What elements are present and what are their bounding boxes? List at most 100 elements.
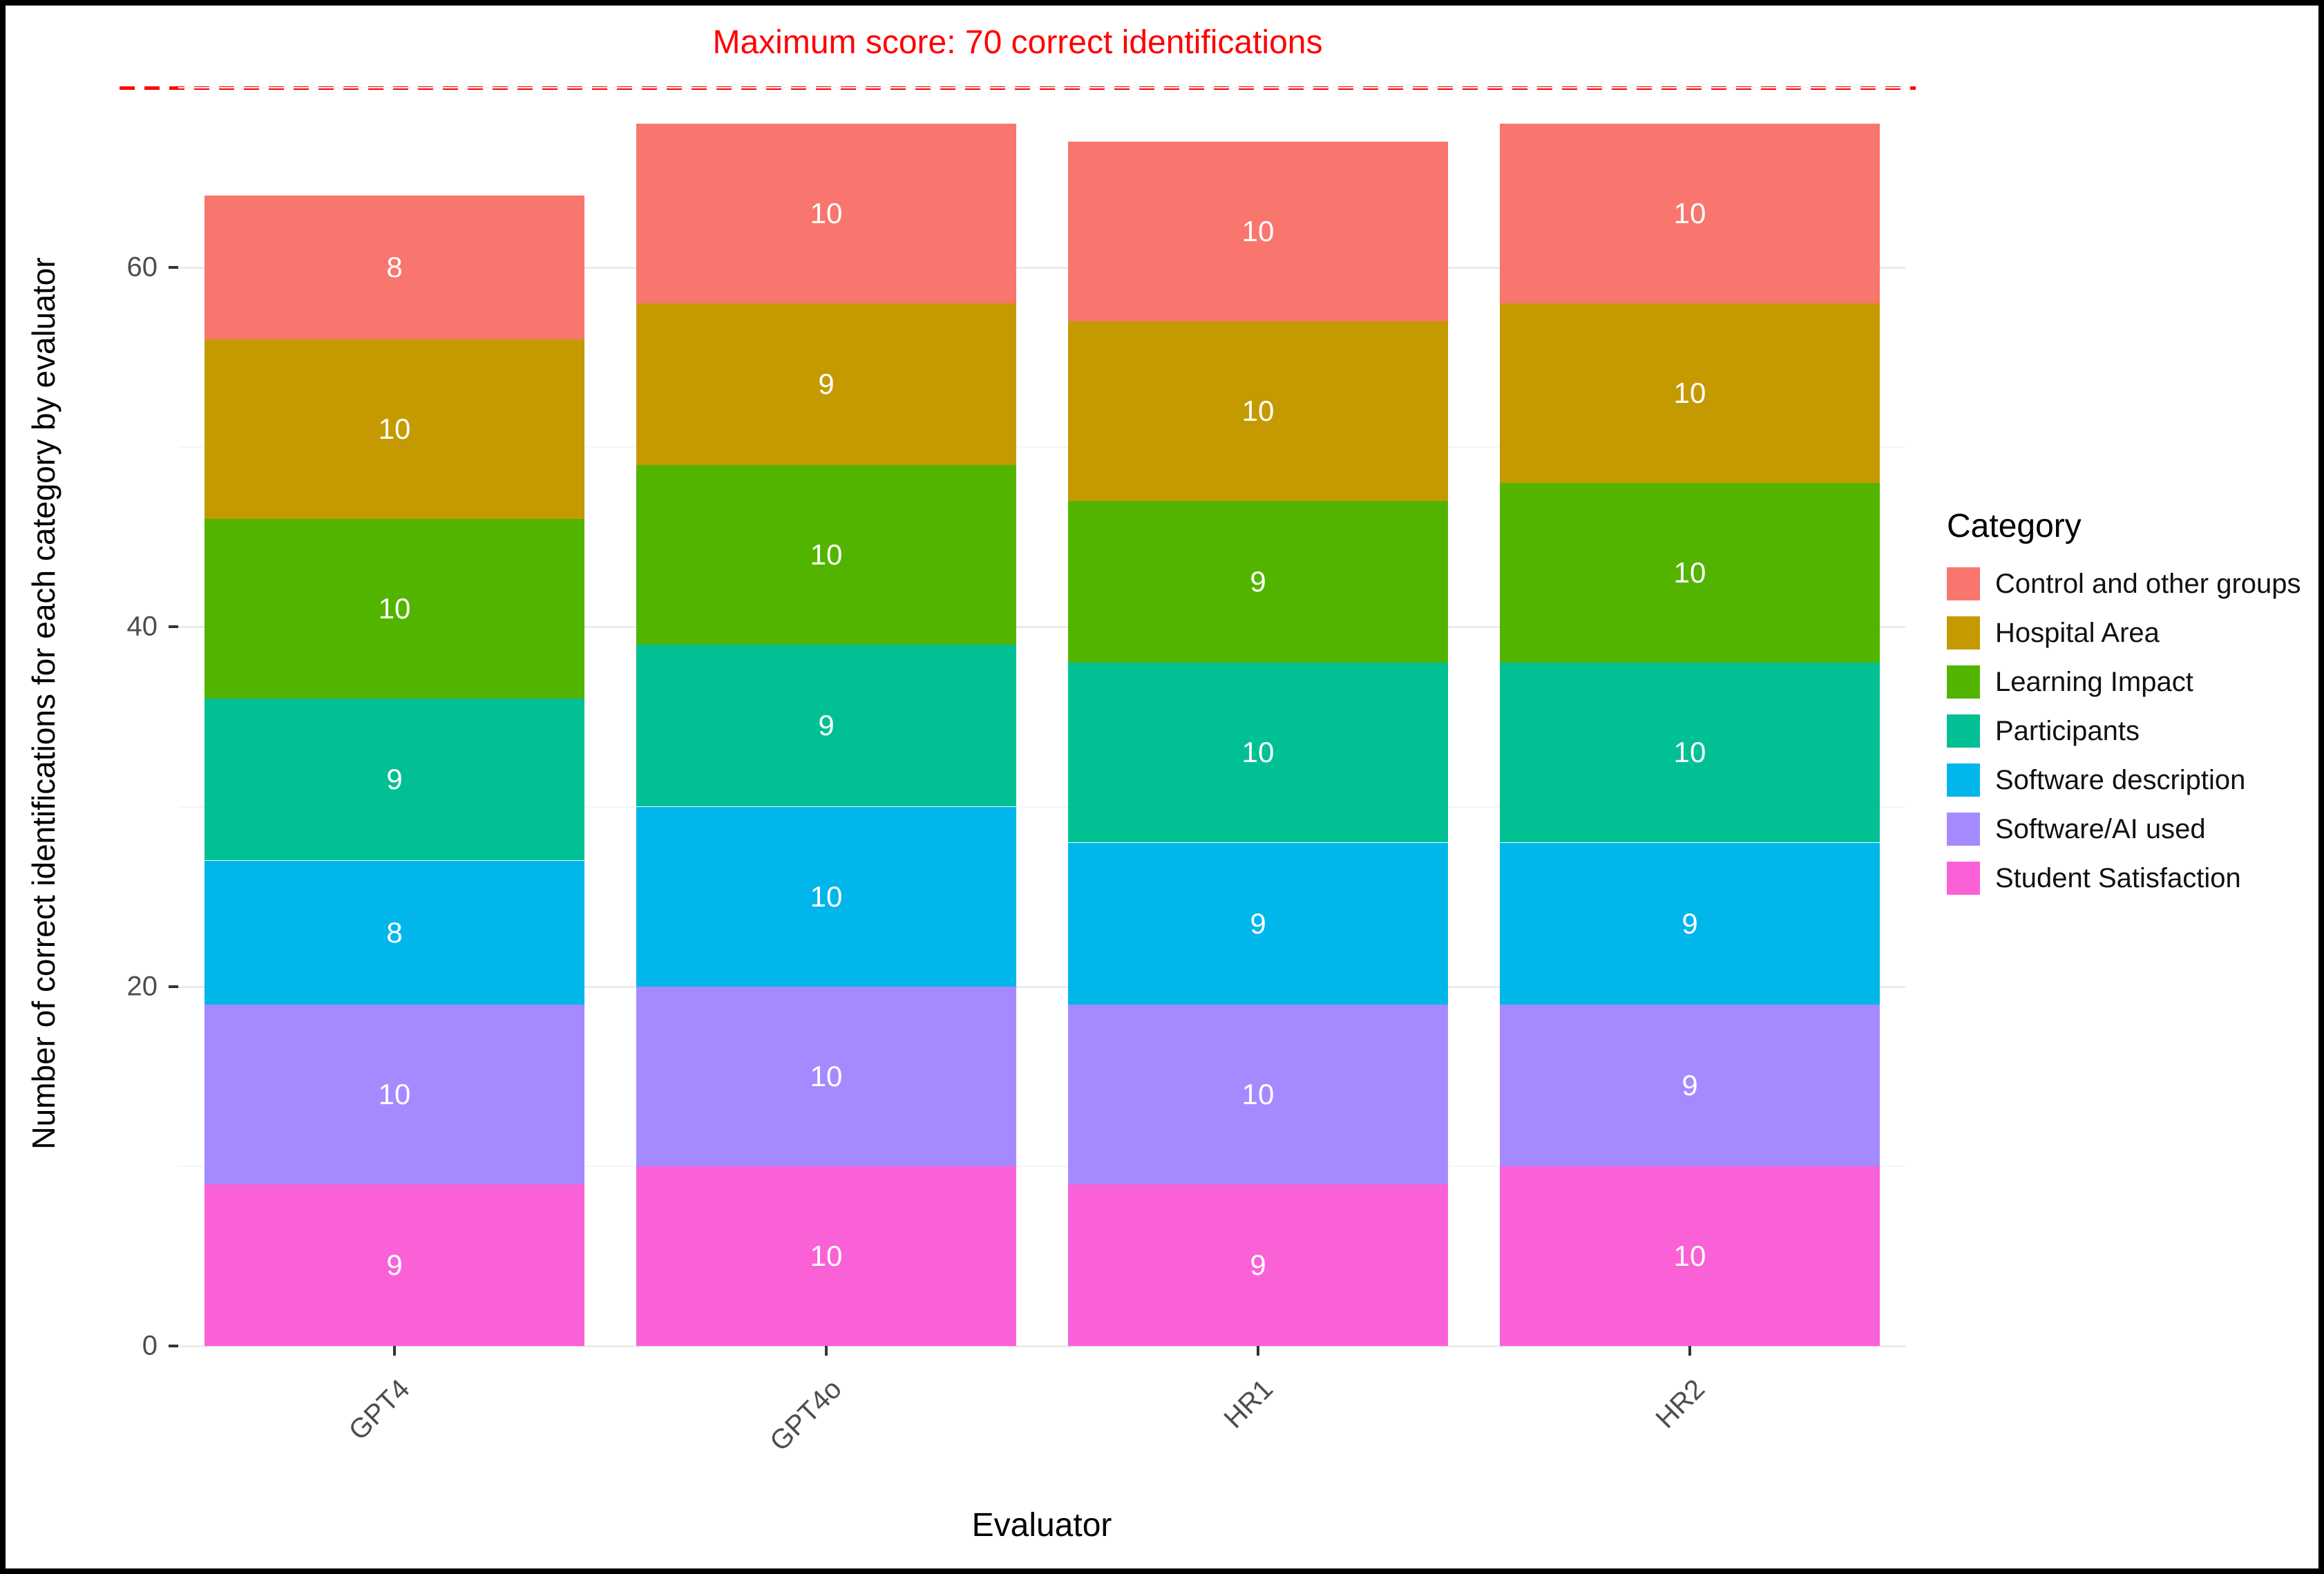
bar-segment-value: 10 bbox=[1241, 215, 1275, 247]
y-tick-label: 20 bbox=[126, 971, 158, 1002]
bar-segment-value: 9 bbox=[1250, 907, 1266, 940]
gridline bbox=[178, 267, 1905, 269]
bar-segment: 9 bbox=[1068, 843, 1448, 1005]
bar-segment: 10 bbox=[1500, 483, 1880, 663]
y-tick-mark bbox=[169, 625, 178, 629]
bar-segment: 10 bbox=[1500, 124, 1880, 303]
legend-swatch bbox=[1947, 665, 1980, 699]
bar-segment: 10 bbox=[1500, 1166, 1880, 1346]
bar-segment: 10 bbox=[1068, 663, 1448, 842]
bar-segment: 9 bbox=[204, 699, 584, 860]
bar-segment: 10 bbox=[1068, 321, 1448, 501]
bar-segment-value: 10 bbox=[1673, 1240, 1706, 1272]
legend-swatch bbox=[1947, 813, 1980, 846]
legend: Category Control and other groups Hospita… bbox=[1947, 507, 2301, 907]
x-tick-mark bbox=[1256, 1346, 1259, 1356]
bar-segment-value: 9 bbox=[386, 1249, 403, 1281]
bar-segment: 10 bbox=[636, 465, 1016, 645]
bar-segment-value: 10 bbox=[1673, 556, 1706, 589]
bar-segment: 10 bbox=[204, 339, 584, 519]
x-axis-title: Evaluator bbox=[971, 1507, 1112, 1544]
x-tick-label: HR2 bbox=[1650, 1374, 1711, 1434]
x-tick-label: GPT4o bbox=[763, 1374, 848, 1457]
bar-segment-value: 10 bbox=[810, 538, 843, 571]
legend-label: Control and other groups bbox=[1995, 568, 2301, 599]
bar-segment-value: 9 bbox=[818, 368, 835, 400]
bar-segment-value: 9 bbox=[818, 709, 835, 741]
legend-swatch bbox=[1947, 764, 1980, 797]
legend-swatch bbox=[1947, 567, 1980, 600]
bar-segment-value: 8 bbox=[386, 251, 403, 283]
bar-segment: 10 bbox=[1068, 1005, 1448, 1184]
legend-swatch bbox=[1947, 862, 1980, 895]
y-tick-label: 60 bbox=[126, 252, 158, 283]
legend-label: Participants bbox=[1995, 715, 2140, 746]
bar-segment: 10 bbox=[636, 124, 1016, 303]
gridline bbox=[178, 1165, 1905, 1167]
y-tick-mark bbox=[169, 266, 178, 269]
bar-segment-value: 10 bbox=[810, 1240, 843, 1272]
legend-title: Category bbox=[1947, 508, 2082, 544]
legend-item: Learning Impact bbox=[1947, 661, 2301, 703]
gridline bbox=[178, 985, 1905, 988]
x-tick-mark bbox=[824, 1346, 828, 1356]
bar-segment: 9 bbox=[1500, 843, 1880, 1005]
y-tick-label: 0 bbox=[142, 1330, 158, 1361]
bar-segment-value: 10 bbox=[1241, 395, 1275, 427]
legend-item: Control and other groups bbox=[1947, 563, 2301, 605]
legend-label: Software description bbox=[1995, 764, 2246, 795]
bar-segment: 9 bbox=[636, 645, 1016, 806]
x-tick-label: GPT4 bbox=[343, 1374, 416, 1446]
bar-segment-value: 10 bbox=[810, 1060, 843, 1092]
legend-item: Participants bbox=[1947, 710, 2301, 752]
bar-segment: 8 bbox=[204, 861, 584, 1005]
legend-label: Software/AI used bbox=[1995, 813, 2206, 844]
legend-items: Control and other groups Hospital Area Lea… bbox=[1947, 563, 2301, 899]
gridline bbox=[178, 806, 1905, 808]
bar-segment-value: 8 bbox=[386, 916, 403, 949]
bar-segment: 10 bbox=[636, 807, 1016, 987]
bar-segment: 9 bbox=[1068, 501, 1448, 663]
bar-segment: 10 bbox=[636, 987, 1016, 1166]
y-tick-label: 40 bbox=[126, 611, 158, 642]
bar-segment-value: 9 bbox=[386, 763, 403, 795]
bar-segment-value: 10 bbox=[810, 880, 843, 913]
bar-segment: 9 bbox=[636, 303, 1016, 465]
legend-item: Student Satisfaction bbox=[1947, 857, 2301, 899]
bar-segment: 9 bbox=[204, 1184, 584, 1346]
bar-segment-value: 9 bbox=[1682, 907, 1698, 940]
legend-label: Hospital Area bbox=[1995, 617, 2160, 648]
y-axis-title: Number of correct identifications for ea… bbox=[26, 257, 61, 1150]
bar-segment: 9 bbox=[1068, 1184, 1448, 1346]
x-tick-mark bbox=[392, 1346, 396, 1356]
bar-segment-value: 10 bbox=[1241, 736, 1275, 768]
legend-label: Learning Impact bbox=[1995, 666, 2193, 697]
legend-swatch bbox=[1947, 616, 1980, 649]
bar-segment-value: 9 bbox=[1682, 1069, 1698, 1101]
bar-segment-value: 10 bbox=[1673, 377, 1706, 409]
bar-segment-value: 10 bbox=[378, 592, 411, 625]
legend-label: Student Satisfaction bbox=[1995, 862, 2241, 893]
bar-segment: 10 bbox=[1068, 142, 1448, 321]
x-tick-label: HR1 bbox=[1218, 1374, 1279, 1434]
gridline bbox=[178, 87, 1905, 89]
bar-segment-value: 9 bbox=[1250, 1249, 1266, 1281]
legend-swatch bbox=[1947, 714, 1980, 748]
y-tick-mark bbox=[169, 985, 178, 988]
gridline bbox=[178, 446, 1905, 448]
bar-segment-value: 10 bbox=[378, 413, 411, 445]
bar-segment-value: 10 bbox=[810, 197, 843, 229]
legend-item: Software/AI used bbox=[1947, 808, 2301, 850]
bar-segment-value: 10 bbox=[378, 1078, 411, 1110]
legend-item: Hospital Area bbox=[1947, 612, 2301, 654]
bar-segment-value: 10 bbox=[1673, 197, 1706, 229]
gridline bbox=[178, 1345, 1905, 1347]
bar-segment: 10 bbox=[636, 1166, 1016, 1346]
legend-item: Software description bbox=[1947, 759, 2301, 801]
max-score-annotation: Maximum score: 70 correct identification… bbox=[712, 24, 1323, 61]
bar-segment: 10 bbox=[204, 519, 584, 699]
bar-segment: 8 bbox=[204, 196, 584, 339]
bar-segment-value: 10 bbox=[1673, 736, 1706, 768]
bar-segment: 10 bbox=[204, 1005, 584, 1184]
